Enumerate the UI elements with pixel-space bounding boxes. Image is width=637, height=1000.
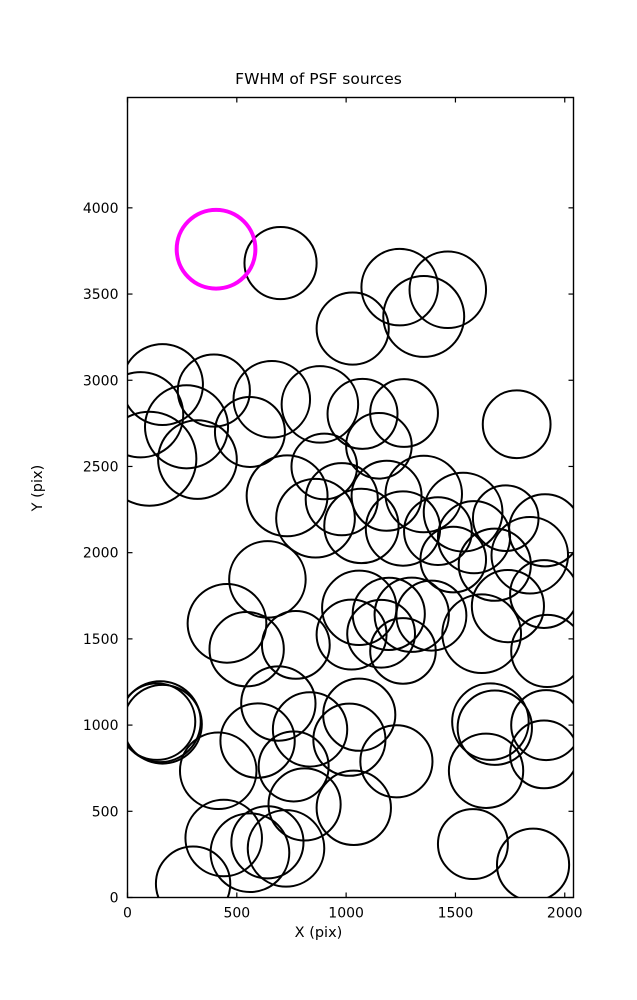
- psf-source-marker: [127, 682, 197, 761]
- reference-fwhm-marker: [174, 207, 258, 291]
- psf-source-marker: [209, 812, 291, 894]
- psf-source-marker: [470, 569, 545, 644]
- psf-source-marker: [422, 471, 504, 553]
- y-axis-label: Y (pix): [30, 464, 46, 512]
- psf-source-marker: [369, 378, 439, 448]
- psf-source-marker: [280, 365, 360, 444]
- psf-source-marker: [240, 665, 317, 742]
- psf-source-marker: [315, 769, 392, 847]
- psf-source-marker: [219, 702, 296, 779]
- psf-source-marker: [360, 247, 439, 327]
- data-markers-group: [127, 207, 574, 898]
- psf-source-marker: [345, 411, 413, 480]
- axis-ticks: 0 500 1000 1500 2000 0 500 1000 1500 2000 2500 3000…: [83, 97, 583, 922]
- psf-source-marker: [315, 598, 388, 671]
- psf-source-marker: [441, 593, 523, 675]
- psf-source-marker: [509, 559, 574, 629]
- psf-source-marker: [490, 516, 570, 595]
- x-tick-label: 500: [223, 906, 250, 922]
- psf-source-marker: [230, 805, 305, 880]
- psf-source-marker: [495, 827, 571, 898]
- y-tick-label: 1000: [83, 718, 119, 734]
- psf-source-marker: [213, 396, 286, 468]
- psf-source-marker: [436, 808, 509, 881]
- psf-source-marker: [509, 719, 574, 790]
- psf-source-marker: [127, 343, 204, 427]
- psf-source-marker: [290, 432, 359, 501]
- psf-source-marker: [257, 730, 330, 803]
- y-tick-label: 1500: [83, 632, 119, 648]
- psf-source-marker: [408, 250, 488, 329]
- psf-source-marker: [157, 419, 238, 500]
- psf-source-marker: [510, 613, 574, 689]
- psf-source-marker: [369, 617, 437, 685]
- psf-source-marker: [176, 353, 251, 428]
- psf-source-marker: [346, 598, 416, 669]
- psf-source-marker: [456, 689, 533, 766]
- psf-source-marker: [382, 275, 466, 358]
- psf-source-marker: [457, 527, 532, 602]
- y-tick-label: 2500: [83, 459, 119, 475]
- psf-source-marker: [403, 496, 473, 567]
- psf-source-marker: [154, 845, 232, 898]
- x-tick-label: 1500: [438, 906, 474, 922]
- psf-source-marker: [127, 683, 203, 765]
- psf-source-marker: [326, 377, 399, 450]
- x-tick-label: 0: [123, 906, 132, 922]
- psf-source-marker: [245, 454, 329, 538]
- psf-source-marker: [271, 691, 349, 768]
- psf-source-marker: [127, 371, 185, 459]
- psf-source-marker: [127, 410, 198, 507]
- psf-source-marker: [481, 389, 552, 460]
- psf-source-marker: [436, 500, 512, 575]
- psf-source-marker: [178, 731, 258, 811]
- y-tick-label: 3500: [83, 287, 119, 303]
- psf-source-marker: [312, 702, 387, 777]
- psf-source-marker: [232, 359, 312, 439]
- psf-source-marker: [184, 798, 263, 878]
- y-tick-label: 500: [92, 804, 119, 820]
- psf-source-marker: [186, 583, 268, 664]
- psf-source-marker: [510, 689, 574, 762]
- psf-source-marker: [419, 525, 488, 594]
- psf-source-marker: [373, 576, 450, 653]
- y-tick-label: 0: [110, 891, 119, 907]
- psf-source-marker: [323, 487, 400, 565]
- x-axis-label: X (pix): [294, 925, 343, 941]
- psf-source-marker: [260, 610, 331, 680]
- psf-source-marker: [246, 809, 326, 888]
- y-tick-label: 2000: [83, 546, 119, 562]
- psf-source-marker: [508, 493, 574, 568]
- psf-source-marker: [228, 540, 307, 619]
- psf-source-marker: [359, 724, 434, 799]
- psf-source-marker: [447, 732, 525, 809]
- psf-source-marker: [208, 611, 285, 688]
- psf-source-marker: [275, 477, 356, 559]
- psf-source-marker: [395, 579, 468, 652]
- page-title: FWHM of PSF sources: [235, 70, 402, 88]
- psf-source-marker: [143, 384, 230, 470]
- psf-source-marker: [451, 682, 530, 761]
- y-tick-label: 3000: [83, 373, 119, 389]
- axes-frame: [126, 96, 575, 899]
- psf-source-marker: [304, 462, 379, 537]
- x-tick-label: 1000: [328, 906, 364, 922]
- psf-source-marker: [267, 767, 342, 842]
- psf-source-marker: [384, 454, 463, 534]
- psf-source-marker: [127, 680, 202, 764]
- psf-source-marker: [315, 291, 390, 366]
- x-tick-label: 2000: [547, 906, 583, 922]
- y-tick-label: 4000: [83, 201, 119, 217]
- psf-source-marker: [243, 225, 318, 301]
